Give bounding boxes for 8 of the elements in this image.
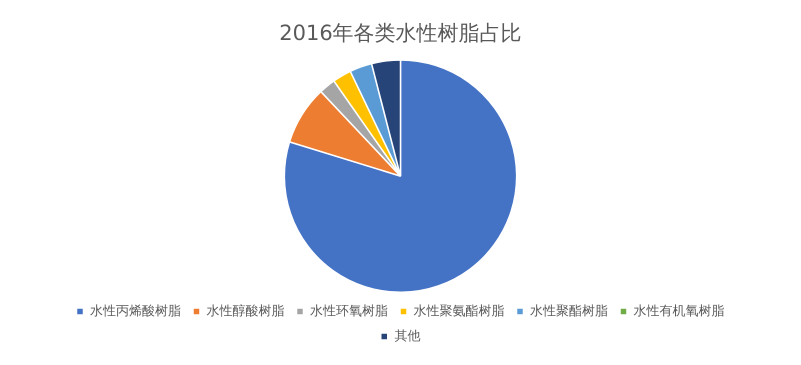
legend-label: 水性聚氨酯树脂 <box>414 304 504 319</box>
legend-label: 水性有机氧树脂 <box>634 304 724 319</box>
legend-label: 其他 <box>394 328 420 344</box>
chart-title: 2016年各类水性树脂占比 <box>279 21 522 46</box>
legend-label: 水性环氧树脂 <box>310 304 388 319</box>
legend-label: 水性丙烯酸树脂 <box>90 304 181 319</box>
legend-label: 水性聚酯树脂 <box>530 304 608 319</box>
legend-label: 水性醇酸树脂 <box>206 304 284 319</box>
